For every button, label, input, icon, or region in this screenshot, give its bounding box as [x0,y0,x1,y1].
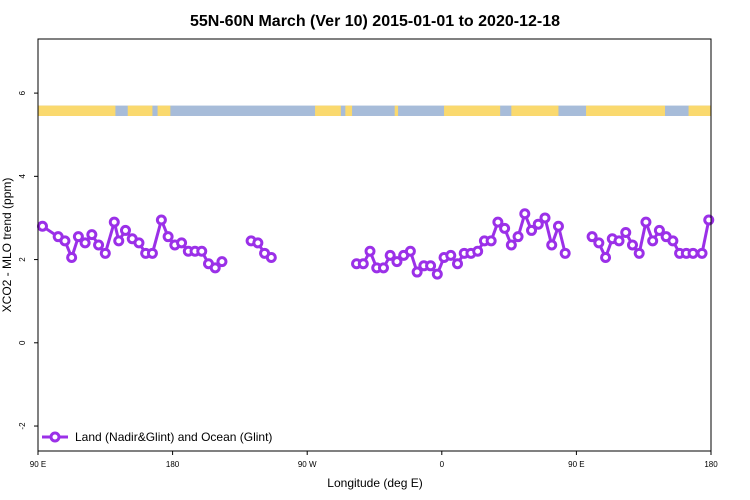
data-point [425,260,437,272]
data-point [546,239,558,251]
data-point [626,239,638,251]
data-point [586,231,598,243]
data-point [176,237,188,249]
y-tick-label: 2 [18,257,27,262]
data-point [404,245,416,257]
y-tick-label: 6 [18,90,27,95]
data-point [133,237,145,249]
data-point [119,224,131,236]
land-band [511,105,559,116]
data-point [633,247,645,259]
data-point [472,245,484,257]
x-axis: 90 E 180 90 W 0 90 E 180 [30,451,718,469]
data-point [411,266,423,278]
land-band [127,105,153,116]
data-point [93,239,105,251]
data-point [687,247,699,259]
x-tick-label: 180 [166,460,180,469]
data-point [703,214,715,226]
x-axis-label: Longitude (deg E) [327,476,422,490]
data-point [377,262,389,274]
data-point [613,235,625,247]
data-point [36,220,48,232]
land-band [315,105,341,116]
data-point [431,268,443,280]
y-tick-label: 0 [18,340,27,345]
data-point [600,251,612,263]
data-point [216,256,228,268]
plot-frame [37,38,712,452]
ocean-band [38,105,711,116]
x-tick-label: 90 E [568,460,584,469]
x-tick-label: 180 [704,460,718,469]
data-point [66,251,78,263]
data-point [445,249,457,261]
land-band [586,105,666,116]
data-point [452,258,464,270]
data-point [620,227,632,239]
data-point [499,222,511,234]
land-band [157,105,171,116]
data-point [593,237,605,249]
legend-marker-swatch [49,431,61,443]
data-point [113,235,125,247]
data-point [647,235,659,247]
data-point [265,251,277,263]
x-tick-label: 90 W [298,460,317,469]
legend-label: Land (Nadir&Glint) and Ocean (Glint) [75,430,272,444]
data-point [505,239,517,251]
data-point [72,231,84,243]
data-point [512,231,524,243]
x-tick-label: 0 [440,460,445,469]
land-band [345,105,353,116]
y-tick-label: -2 [18,422,27,430]
y-tick-label: 4 [18,174,27,179]
land-ocean-strip [38,105,711,116]
data-point [653,224,665,236]
data-point [146,247,158,259]
data-point [532,218,544,230]
data-point [640,216,652,228]
data-point [391,256,403,268]
land-band [444,105,501,116]
data-point [364,245,376,257]
land-band [688,105,711,116]
data-point [59,235,71,247]
data-point [384,249,396,261]
land-band [38,105,116,116]
data-point [196,245,208,257]
data-point [99,247,111,259]
data-point [155,214,167,226]
data-point [162,231,174,243]
data-point [86,229,98,241]
data-point [492,216,504,228]
x-tick-label: 90 E [30,460,46,469]
data-point [209,262,221,274]
data-point [526,224,538,236]
data-point [108,216,120,228]
data-point [552,220,564,232]
y-axis: -2 0 2 4 6 [18,90,38,430]
data-point [559,247,571,259]
data-point [252,237,264,249]
data-point [667,235,679,247]
data-point [357,258,369,270]
legend: Land (Nadir&Glint) and Ocean (Glint) [42,430,272,444]
data-point [539,212,551,224]
data-point [485,235,497,247]
series-points [36,208,715,280]
data-point [696,247,708,259]
data-point [519,208,531,220]
y-axis-label: XCO2 - MLO trend (ppm) [0,178,14,313]
land-band [394,105,399,116]
data-point [79,237,91,249]
chart-title: 55N-60N March (Ver 10) 2015-01-01 to 202… [190,13,560,30]
